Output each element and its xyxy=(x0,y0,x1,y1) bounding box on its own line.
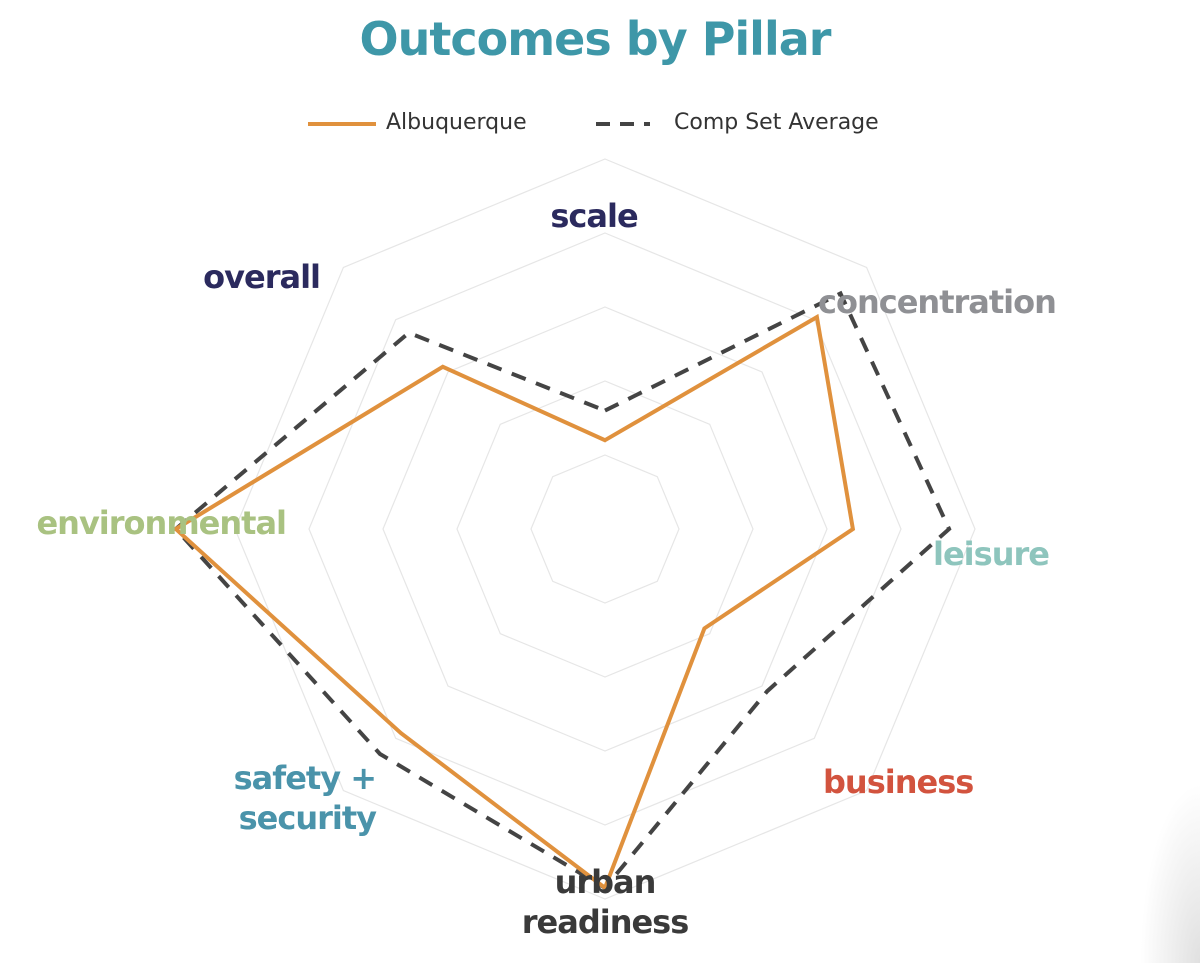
legend-item-comp-set-average: Comp Set Average xyxy=(594,104,924,144)
axis-label: concentration xyxy=(818,283,1057,321)
grid-ring xyxy=(308,232,902,826)
axis-label: urban readiness xyxy=(521,863,690,941)
axis-label: business xyxy=(823,763,974,801)
page-shadow xyxy=(1140,783,1200,963)
grid-ring xyxy=(234,158,976,900)
series-line-albuquerque xyxy=(172,313,856,892)
legend-swatch-dashed xyxy=(596,122,650,126)
axis-label: leisure xyxy=(933,535,1050,573)
grid-ring xyxy=(530,454,680,604)
axis-label: safety + security xyxy=(233,759,377,837)
axis-label: environmental xyxy=(36,504,287,542)
legend: Albuquerque Comp Set Average xyxy=(0,104,1200,144)
grid-ring xyxy=(382,306,828,752)
grid-ring xyxy=(456,380,754,678)
chart-title: Outcomes by Pillar xyxy=(359,12,832,66)
legend-label: Albuquerque xyxy=(386,110,527,135)
legend-swatch-solid xyxy=(308,122,376,126)
legend-item-albuquerque: Albuquerque xyxy=(306,104,566,144)
axis-label: scale xyxy=(550,197,638,235)
legend-label: Comp Set Average xyxy=(674,110,879,135)
axis-label: overall xyxy=(203,258,321,296)
